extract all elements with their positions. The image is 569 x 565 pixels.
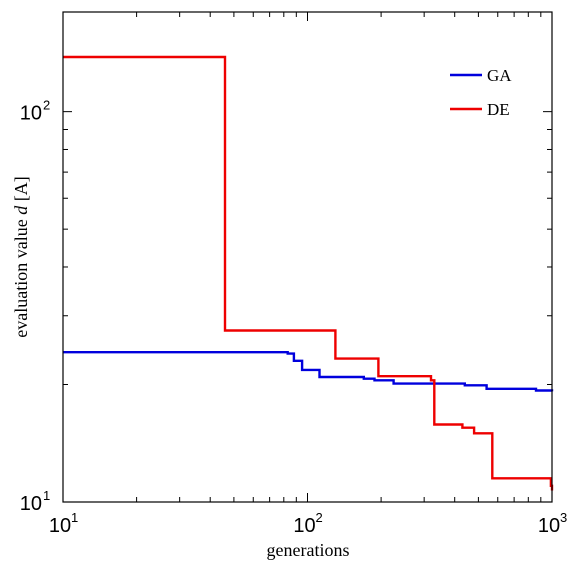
- legend-item-de: DE: [450, 100, 510, 119]
- x-tick-label-exponent: 1: [71, 510, 78, 525]
- y-tick-label: 10 1: [20, 488, 50, 515]
- x-tick-label: 10 2: [293, 510, 322, 537]
- y-axis-label: evaluation value d [A]: [11, 176, 31, 337]
- plot-content: [63, 55, 554, 491]
- y-tick-label: 10 2: [20, 98, 50, 125]
- y-tick-label-exponent: 2: [43, 98, 50, 113]
- y-tick-label-base: 10: [20, 103, 42, 125]
- x-tick-label-exponent: 2: [316, 510, 323, 525]
- series-line-ga: [63, 351, 554, 392]
- tick-marks: [62, 12, 553, 503]
- y-axis-label-prefix: evaluation value: [11, 215, 31, 338]
- tick-labels: 10 1 10 2 10 310 110 2: [20, 98, 567, 537]
- legend-label: DE: [487, 100, 510, 119]
- legend-label: GA: [487, 66, 512, 85]
- x-tick-label-base: 10: [49, 515, 71, 537]
- series-line-de: [63, 55, 554, 491]
- y-tick-label-exponent: 1: [43, 488, 50, 503]
- x-tick-label: 10 3: [538, 510, 567, 537]
- x-tick-label-base: 10: [538, 515, 560, 537]
- legend-item-ga: GA: [450, 66, 512, 85]
- y-axis-label-variable: d: [11, 205, 31, 215]
- plot-frame: [62, 11, 553, 503]
- legend: GA DE: [450, 66, 512, 119]
- x-axis-label: generations: [267, 540, 350, 560]
- x-tick-label: 10 1: [49, 510, 78, 537]
- x-tick-label-base: 10: [293, 515, 315, 537]
- y-tick-label-base: 10: [20, 493, 42, 515]
- x-tick-label-exponent: 3: [560, 510, 567, 525]
- y-axis-label-unit: [A]: [11, 176, 31, 206]
